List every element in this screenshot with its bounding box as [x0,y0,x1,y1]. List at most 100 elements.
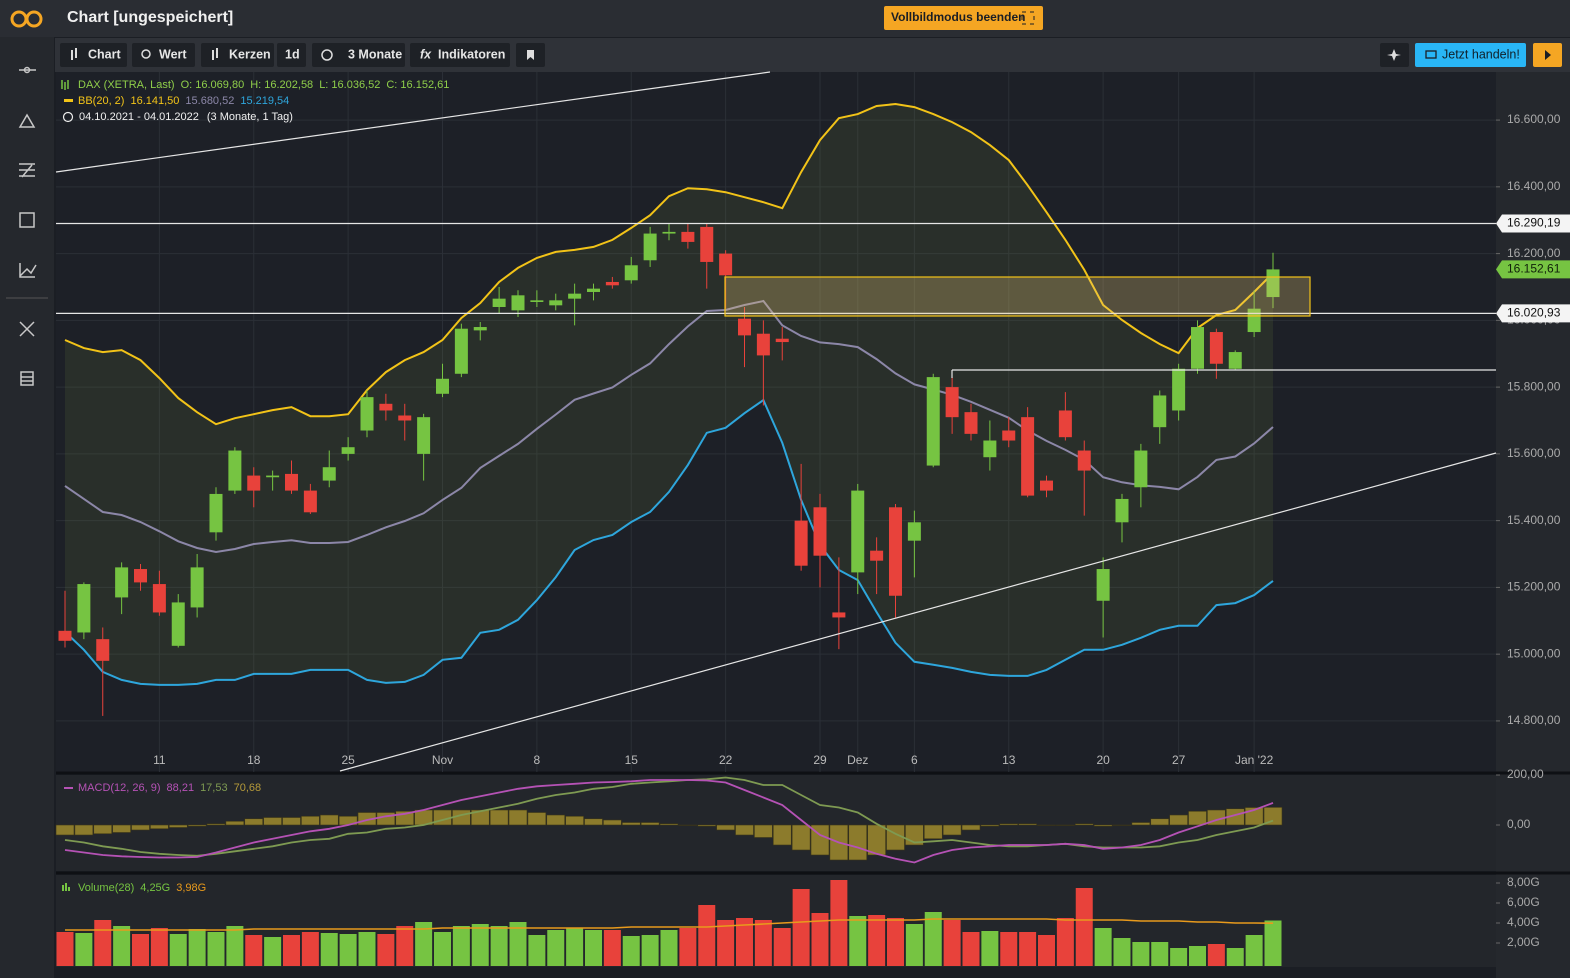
candle-body [58,630,72,641]
value-label[interactable]: Wert [159,47,187,61]
line-tool-dot [23,66,31,74]
macd-hist-bar [980,824,1000,827]
candle-body [398,415,412,421]
volume-bar [301,932,319,966]
candle-body [794,520,808,566]
y-tick-label: 8,00G [1507,875,1540,889]
candle-body [171,602,185,646]
text-tool[interactable] [19,212,35,228]
volume-bar [1226,948,1244,966]
volume-bar [207,932,225,966]
volume-bar [1056,918,1074,966]
candle-body [643,233,657,261]
volume-bar [698,905,716,966]
fib-tool[interactable] [19,163,35,178]
macd-hist-bar [848,824,868,861]
indicators-label[interactable]: Indikatoren [438,47,505,61]
value-button[interactable] [132,43,195,67]
volume-bar [226,926,244,966]
trend-tool[interactable] [19,263,37,278]
macd-hist-bar [376,812,396,826]
volume-bar [113,926,131,966]
candle-body [587,288,600,292]
macd-hist-bar [489,809,509,826]
candle-body [1266,269,1280,298]
macd-hist-bar [659,823,679,826]
price-tag-label: 16.020,93 [1507,306,1561,320]
range-button[interactable] [312,43,405,67]
layers[interactable] [20,371,34,386]
volume-bar [1019,932,1037,966]
legends: DAX (XETRA, Last) O: 16.069,80 H: 16.202,5… [61,79,449,123]
fullscreen-button[interactable] [884,6,1043,30]
volume-bar [924,912,942,966]
volume-bar [264,937,282,966]
price-panel [56,72,1496,772]
macd-hist-bar [1093,824,1113,827]
volume-bar [283,935,300,966]
candle-body [1115,498,1129,523]
chart-label[interactable]: Chart [88,47,121,61]
candle-body [568,293,582,299]
volume-bar [528,935,546,966]
trade-label[interactable]: Jetzt handeln! [1442,47,1520,61]
volume-bar [358,932,376,966]
volume-bar [1075,888,1093,966]
candle-body [775,338,789,343]
candle-body [360,397,374,431]
volume-bar [1151,942,1169,966]
volume-bar [245,935,263,966]
legend-text: H: 16.202,58 [250,79,313,91]
macd-hist-bar [112,824,131,833]
candle-body [209,493,223,533]
volume-bar [320,933,338,966]
volume-bar [1189,946,1206,966]
x-tick-label: 27 [1172,753,1186,767]
x-tick-label: 18 [247,753,261,767]
legend-text: O: 16.069,80 [181,79,245,91]
legend-text: L: 16.036,52 [319,79,380,91]
x-tick-label: 13 [1002,753,1016,767]
fullscreen-label[interactable]: Vollbildmodus beenden [891,10,1025,24]
candle-body [851,490,865,573]
legend-period: 04.10.2021 - 04.01.2022 [79,111,199,123]
trade-button[interactable] [1415,43,1526,67]
candle-body [964,412,978,434]
volume-bar [585,930,602,966]
band-fill [65,104,1273,685]
legend-text: 3,98G [176,882,206,894]
macd-hist-bar [1150,818,1170,826]
candles-button[interactable] [201,43,274,67]
volume-bar [547,930,565,966]
volume-bar [717,920,735,966]
x-tick-label: Nov [432,753,453,767]
range-label[interactable]: 3 Monate [348,47,402,61]
macd-hist-bar [584,818,603,826]
candle-body [700,226,714,262]
macd-hist-bar [697,824,717,827]
y-tick-label: 4,00G [1507,915,1540,929]
candle-body [511,295,525,311]
candles-label[interactable]: Kerzen [229,47,271,61]
y-tick-label: 16.400,00 [1507,179,1561,193]
candle-body [530,300,544,302]
volume-bar [622,936,640,966]
indicators-button[interactable] [410,43,510,67]
macd-chart: 200,00 0,00 MACD(12, 26, 9) 88,21 17,53 70,68 [55,767,1544,864]
interval-button[interactable] [277,43,306,67]
candle-body [1021,417,1035,496]
volume-bar [773,928,791,966]
legend-period-note: (3 Monate, 1 Tag) [207,111,293,123]
shape-tool[interactable] [18,113,36,128]
search-icon [141,49,151,59]
legend-text: DAX (XETRA, Last) [78,79,175,91]
top-bar [0,0,1570,37]
y-tick-label: 15.400,00 [1507,513,1561,527]
tools[interactable] [19,321,35,337]
candle-body [341,447,355,454]
macd-hist-bar [1037,824,1056,826]
interval-label[interactable]: 1d [285,47,300,61]
logo [10,10,43,28]
volume-bar [943,920,961,966]
candle-body [1058,410,1072,438]
